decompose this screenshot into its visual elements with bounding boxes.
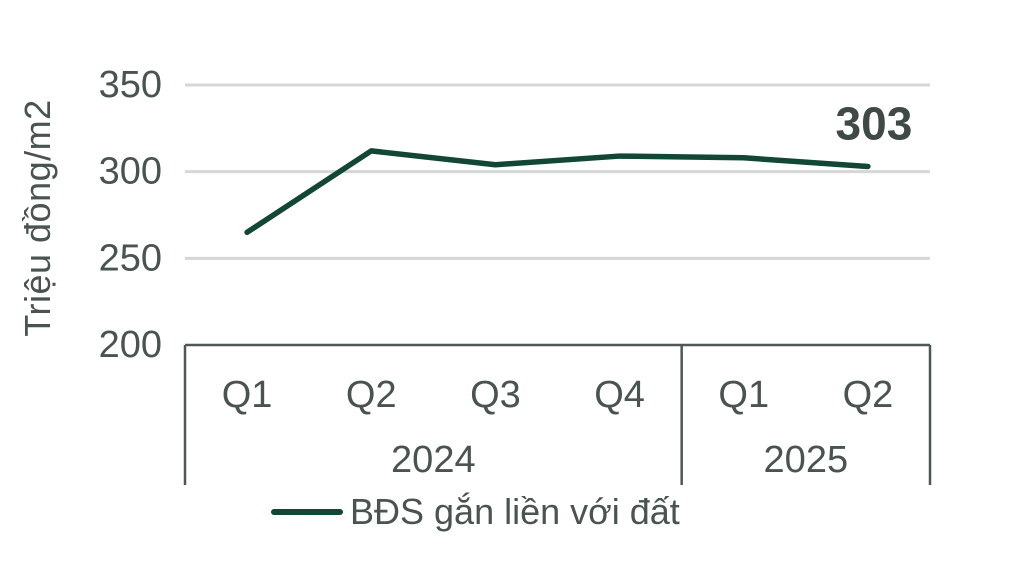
legend-line-swatch <box>271 509 343 515</box>
legend: BĐS gắn liền với đất <box>271 489 680 535</box>
x-tick-label: Q2 <box>843 374 894 416</box>
y-tick-label: 300 <box>99 151 162 193</box>
x-tick-label: Q4 <box>594 374 645 416</box>
legend-label: BĐS gắn liền với đất <box>350 491 680 532</box>
year-label: 2025 <box>764 439 849 481</box>
y-tick-label: 350 <box>99 64 162 106</box>
x-tick-label: Q1 <box>222 374 273 416</box>
year-label: 2024 <box>391 439 476 481</box>
data-line <box>244 148 871 236</box>
y-tick-label: 200 <box>99 324 162 366</box>
x-tick-label: Q3 <box>470 374 521 416</box>
x-tick-label: Q2 <box>346 374 397 416</box>
y-tick-label: 250 <box>99 237 162 279</box>
x-tick-label: Q1 <box>718 374 769 416</box>
data-label: 303 <box>836 97 913 149</box>
